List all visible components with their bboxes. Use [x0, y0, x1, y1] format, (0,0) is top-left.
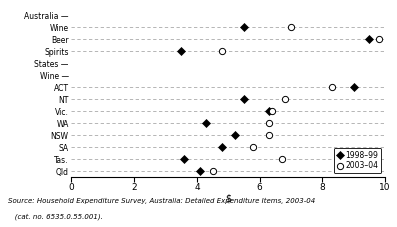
X-axis label: $: $ [225, 194, 231, 204]
Text: Source: Household Expenditure Survey, Australia: Detailed Expenditure Items, 200: Source: Household Expenditure Survey, Au… [8, 197, 315, 204]
Text: (cat. no. 6535.0.55.001).: (cat. no. 6535.0.55.001). [8, 213, 103, 220]
Legend: 1998–99, 2003–04: 1998–99, 2003–04 [334, 148, 381, 173]
